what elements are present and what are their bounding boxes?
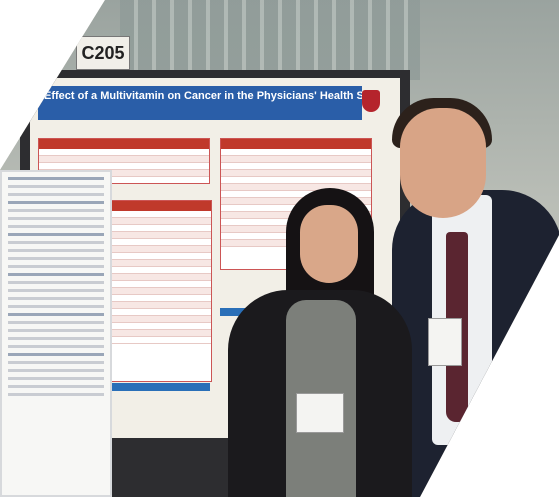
woman-face <box>300 205 358 283</box>
poster-section-bar <box>90 383 210 391</box>
man-name-badge <box>428 318 462 366</box>
poster-table-3 <box>110 200 212 382</box>
printed-document <box>0 170 112 497</box>
woman-name-badge <box>296 393 344 433</box>
hall-windows <box>120 0 420 80</box>
university-shield-icon <box>362 90 380 112</box>
man-face <box>400 108 486 218</box>
booth-sign: C205 <box>76 36 130 70</box>
poster-title: Effect of a Multivitamin on Cancer in th… <box>38 86 362 120</box>
